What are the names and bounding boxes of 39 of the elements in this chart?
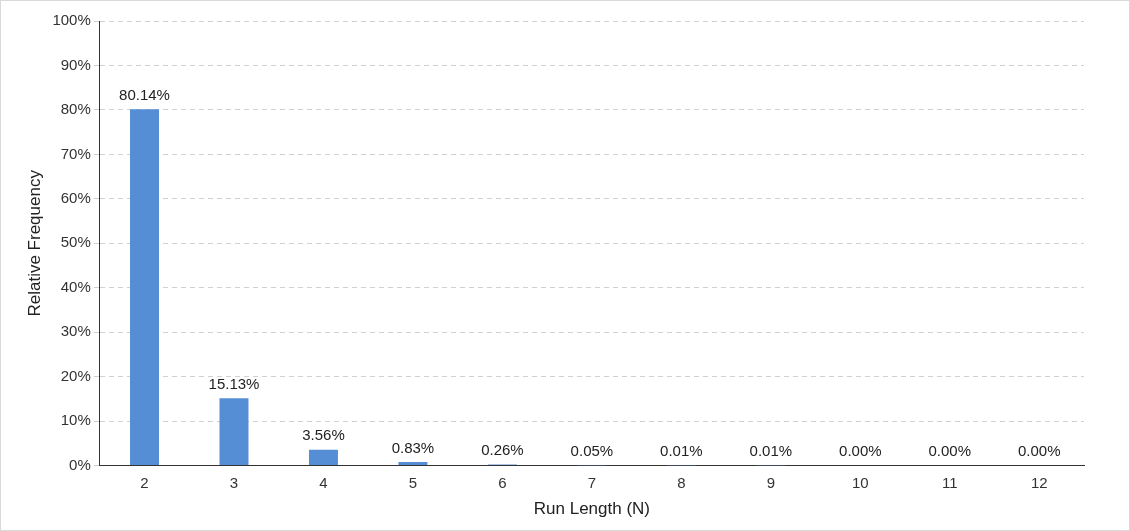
x-tick-label: 9 bbox=[766, 473, 776, 491]
data-label: 15.13% bbox=[208, 374, 260, 392]
x-tick-label: 3 bbox=[229, 473, 239, 491]
x-tick-label: 4 bbox=[319, 473, 328, 491]
data-label: 3.56% bbox=[302, 426, 345, 444]
y-tick-label: 60% bbox=[60, 188, 91, 206]
data-label: 0.05% bbox=[570, 442, 614, 460]
x-tick-label: 11 bbox=[942, 473, 958, 491]
y-tick-label: 30% bbox=[60, 322, 91, 340]
data-label: 0.83% bbox=[391, 438, 435, 456]
y-tick-label: 70% bbox=[60, 144, 91, 162]
x-tick-label: 8 bbox=[677, 473, 686, 491]
bar bbox=[398, 461, 428, 466]
y-tick-label: 20% bbox=[60, 366, 91, 384]
x-tick-label: 6 bbox=[498, 473, 507, 491]
x-tick-label: 5 bbox=[408, 473, 418, 491]
data-label: 0.01% bbox=[749, 442, 793, 460]
x-tick-label: 7 bbox=[587, 473, 597, 491]
x-tick-label: 10 bbox=[851, 473, 869, 491]
x-tick-label: 2 bbox=[140, 473, 149, 491]
bar bbox=[308, 449, 338, 466]
data-label: 0.00% bbox=[839, 442, 882, 460]
y-tick-label: 40% bbox=[60, 277, 91, 295]
y-tick-label: 80% bbox=[60, 100, 91, 118]
y-axis-title: Relative Frequency bbox=[24, 169, 44, 317]
data-label: 0.01% bbox=[660, 442, 703, 460]
y-tick-label: 10% bbox=[60, 411, 91, 429]
y-tick-label: 50% bbox=[60, 233, 91, 251]
x-axis-title: Run Length (N) bbox=[533, 499, 650, 519]
y-tick-label: 100% bbox=[52, 11, 91, 29]
y-tick-label: 0% bbox=[69, 455, 91, 473]
bar bbox=[130, 109, 159, 466]
bar bbox=[219, 398, 249, 466]
y-tick-label: 90% bbox=[60, 55, 91, 73]
data-label: 0.00% bbox=[1017, 442, 1061, 460]
data-label: 0.00% bbox=[928, 442, 972, 460]
data-label: 0.26% bbox=[481, 441, 524, 459]
data-label: 80.14% bbox=[119, 85, 170, 103]
x-tick-label: 12 bbox=[1030, 473, 1048, 491]
